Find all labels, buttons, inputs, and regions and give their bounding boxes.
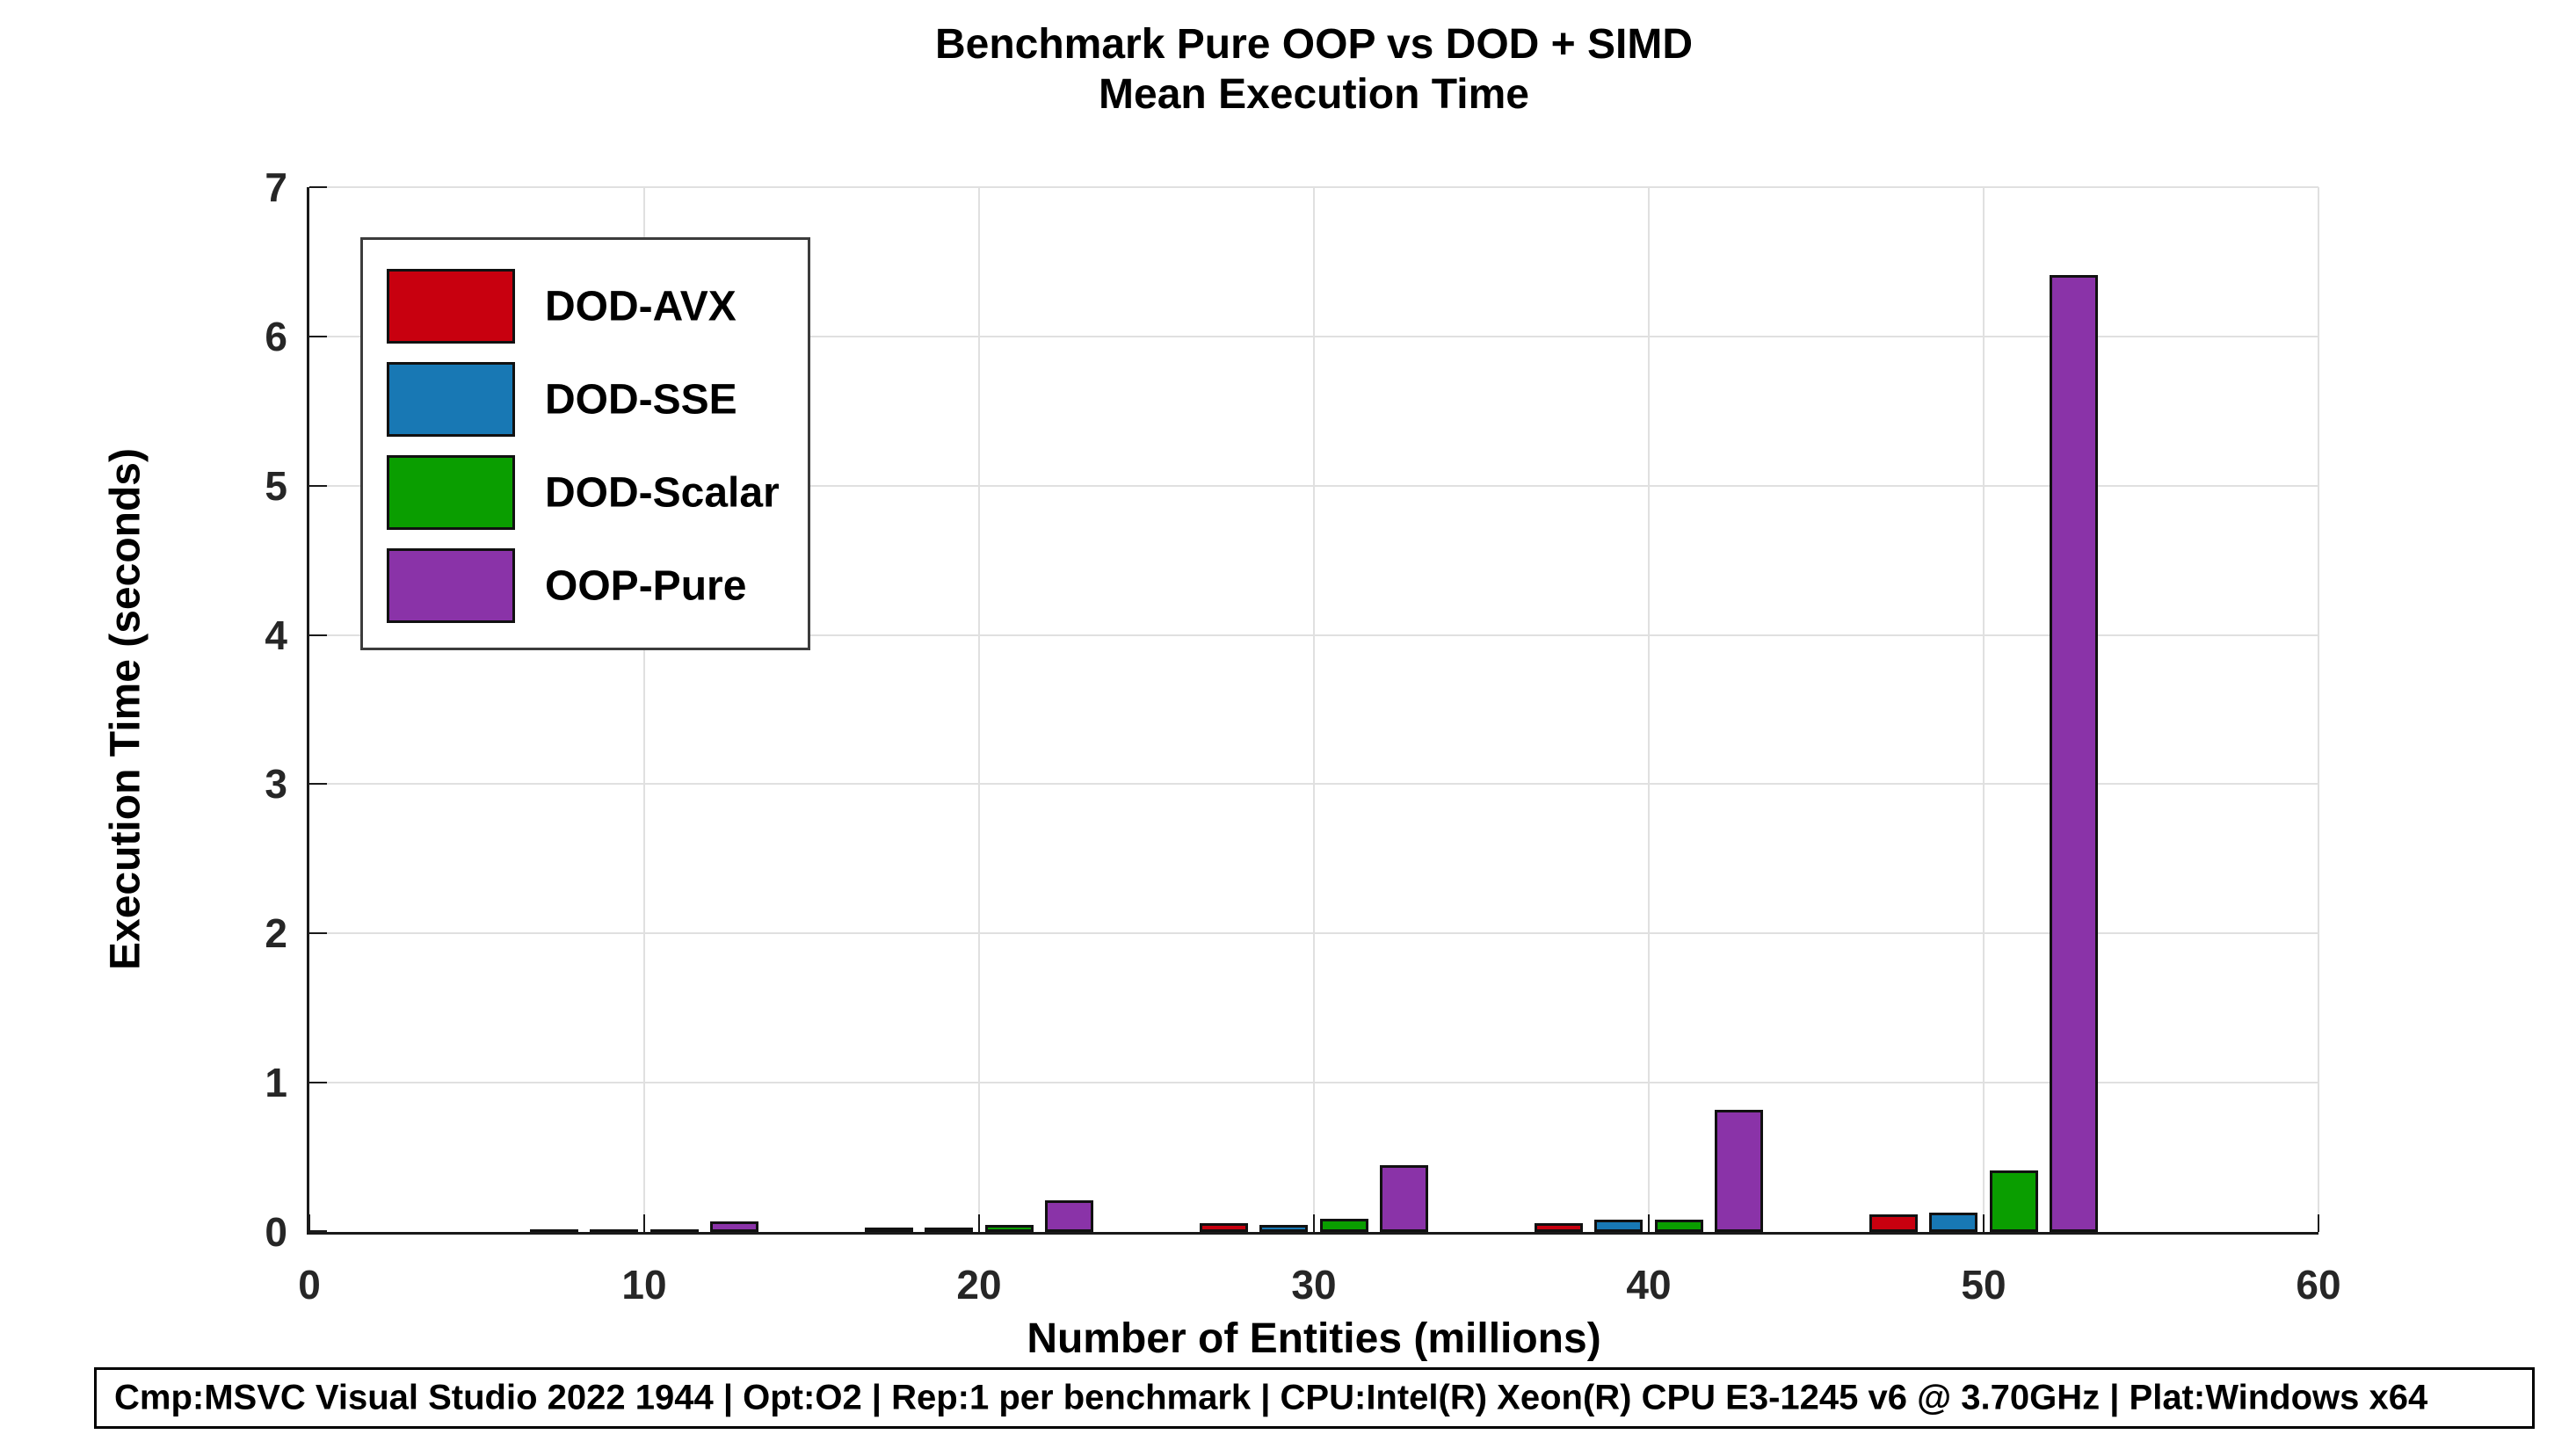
legend-label-OOP-Pure: OOP-Pure bbox=[545, 562, 747, 609]
x-tick-60 bbox=[2318, 1214, 2319, 1232]
y-tick-label-3: 3 bbox=[265, 761, 287, 808]
plot-area: 0 10 20 30 40 50 60 0 1 2 3 4 5 6 7 bbox=[265, 164, 2340, 1308]
bar-OOP-Pure-30 bbox=[1380, 1165, 1429, 1232]
bar-DOD-Scalar-50 bbox=[1989, 1170, 2038, 1232]
bar-DOD-AVX-50 bbox=[1869, 1214, 1918, 1232]
gridline-y-7 bbox=[309, 186, 2318, 188]
y-tick-3 bbox=[309, 783, 327, 786]
y-tick-1 bbox=[309, 1082, 327, 1084]
y-tick-label-0: 0 bbox=[265, 1209, 287, 1255]
gridline-x-60 bbox=[2318, 187, 2319, 1232]
y-tick-label-4: 4 bbox=[265, 612, 287, 658]
x-tick-30 bbox=[1313, 1214, 1315, 1232]
x-axis-label: Number of Entities (millions) bbox=[1027, 1315, 1601, 1362]
gridline-y-1 bbox=[309, 1082, 2318, 1084]
gridline-y-6 bbox=[309, 335, 2318, 337]
gridline-x-20 bbox=[978, 187, 980, 1232]
chart-title: Benchmark Pure OOP vs DOD + SIMD bbox=[934, 21, 1694, 68]
x-tick-label-50: 50 bbox=[1961, 1262, 2006, 1308]
gridline-x-10 bbox=[643, 187, 645, 1232]
bar-OOP-Pure-40 bbox=[1715, 1110, 1764, 1232]
footer-annotation-box: Cmp:MSVC Visual Studio 2022 1944 | Opt:O… bbox=[94, 1367, 2535, 1429]
gridline-x-50 bbox=[1983, 187, 1985, 1232]
legend-swatch-DOD-SSE bbox=[387, 362, 515, 437]
bar-DOD-Scalar-40 bbox=[1654, 1220, 1703, 1232]
legend-item-DOD-Scalar: DOD-Scalar bbox=[363, 455, 808, 530]
legend-item-DOD-AVX: DOD-AVX bbox=[363, 269, 808, 344]
y-tick-6 bbox=[309, 335, 327, 337]
gridline-y-2 bbox=[309, 932, 2318, 935]
legend-item-OOP-Pure: OOP-Pure bbox=[363, 548, 808, 623]
y-tick-0 bbox=[309, 1230, 327, 1232]
x-tick-50 bbox=[1983, 1214, 1985, 1232]
y-tick-7 bbox=[309, 186, 327, 188]
bar-OOP-Pure-20 bbox=[1045, 1200, 1094, 1232]
y-axis-label: Execution Time (seconds) bbox=[102, 448, 149, 970]
bar-DOD-SSE-40 bbox=[1594, 1220, 1644, 1232]
gridline-x-40 bbox=[1648, 187, 1650, 1232]
y-axis-line bbox=[307, 187, 309, 1235]
chart-title-block: Benchmark Pure OOP vs DOD + SIMD Mean Ex… bbox=[309, 19, 2318, 120]
legend-label-DOD-Scalar: DOD-Scalar bbox=[545, 469, 780, 516]
x-tick-10 bbox=[643, 1214, 645, 1232]
y-tick-label-5: 5 bbox=[265, 462, 287, 509]
x-tick-0 bbox=[308, 1214, 310, 1232]
y-tick-2 bbox=[309, 932, 327, 935]
gridline-x-30 bbox=[1313, 187, 1315, 1232]
x-tick-label-40: 40 bbox=[1626, 1262, 1672, 1308]
legend-item-DOD-SSE: DOD-SSE bbox=[363, 362, 808, 437]
bar-DOD-AVX-40 bbox=[1534, 1223, 1583, 1232]
y-tick-label-1: 1 bbox=[265, 1060, 287, 1106]
bar-DOD-SSE-30 bbox=[1259, 1225, 1309, 1232]
legend: DOD-AVX DOD-SSE DOD-Scalar OOP-Pure bbox=[360, 237, 810, 650]
bar-DOD-SSE-20 bbox=[925, 1228, 974, 1233]
legend-swatch-DOD-AVX bbox=[387, 269, 515, 344]
gridline-y-3 bbox=[309, 783, 2318, 786]
bar-DOD-SSE-50 bbox=[1929, 1213, 1978, 1232]
x-axis-line bbox=[307, 1232, 2318, 1235]
x-tick-20 bbox=[978, 1214, 980, 1232]
y-tick-label-2: 2 bbox=[265, 910, 287, 957]
x-tick-label-10: 10 bbox=[621, 1262, 667, 1308]
bar-OOP-Pure-10 bbox=[710, 1221, 759, 1232]
bar-DOD-AVX-20 bbox=[864, 1228, 913, 1233]
bar-DOD-Scalar-20 bbox=[984, 1225, 1034, 1232]
gridline-y-5 bbox=[309, 484, 2318, 487]
y-tick-5 bbox=[309, 484, 327, 487]
chart-subtitle: Mean Execution Time bbox=[1099, 71, 1529, 118]
legend-label-DOD-AVX: DOD-AVX bbox=[545, 283, 737, 330]
footer-annotation-text: Cmp:MSVC Visual Studio 2022 1944 | Opt:O… bbox=[114, 1378, 2428, 1417]
gridline-y-4 bbox=[309, 634, 2318, 636]
x-tick-40 bbox=[1648, 1214, 1650, 1232]
bar-DOD-AVX-30 bbox=[1199, 1223, 1248, 1232]
bar-DOD-Scalar-30 bbox=[1319, 1219, 1368, 1232]
x-tick-label-20: 20 bbox=[956, 1262, 1002, 1308]
y-tick-label-7: 7 bbox=[265, 164, 287, 210]
x-tick-label-60: 60 bbox=[2296, 1262, 2341, 1308]
legend-swatch-DOD-Scalar bbox=[387, 455, 515, 530]
x-tick-label-30: 30 bbox=[1291, 1262, 1337, 1308]
legend-label-DOD-SSE: DOD-SSE bbox=[545, 376, 737, 423]
legend-swatch-OOP-Pure bbox=[387, 548, 515, 623]
y-tick-4 bbox=[309, 634, 327, 636]
y-tick-label-6: 6 bbox=[265, 313, 287, 359]
bar-OOP-Pure-50 bbox=[2050, 275, 2099, 1232]
x-tick-label-0: 0 bbox=[298, 1262, 321, 1308]
